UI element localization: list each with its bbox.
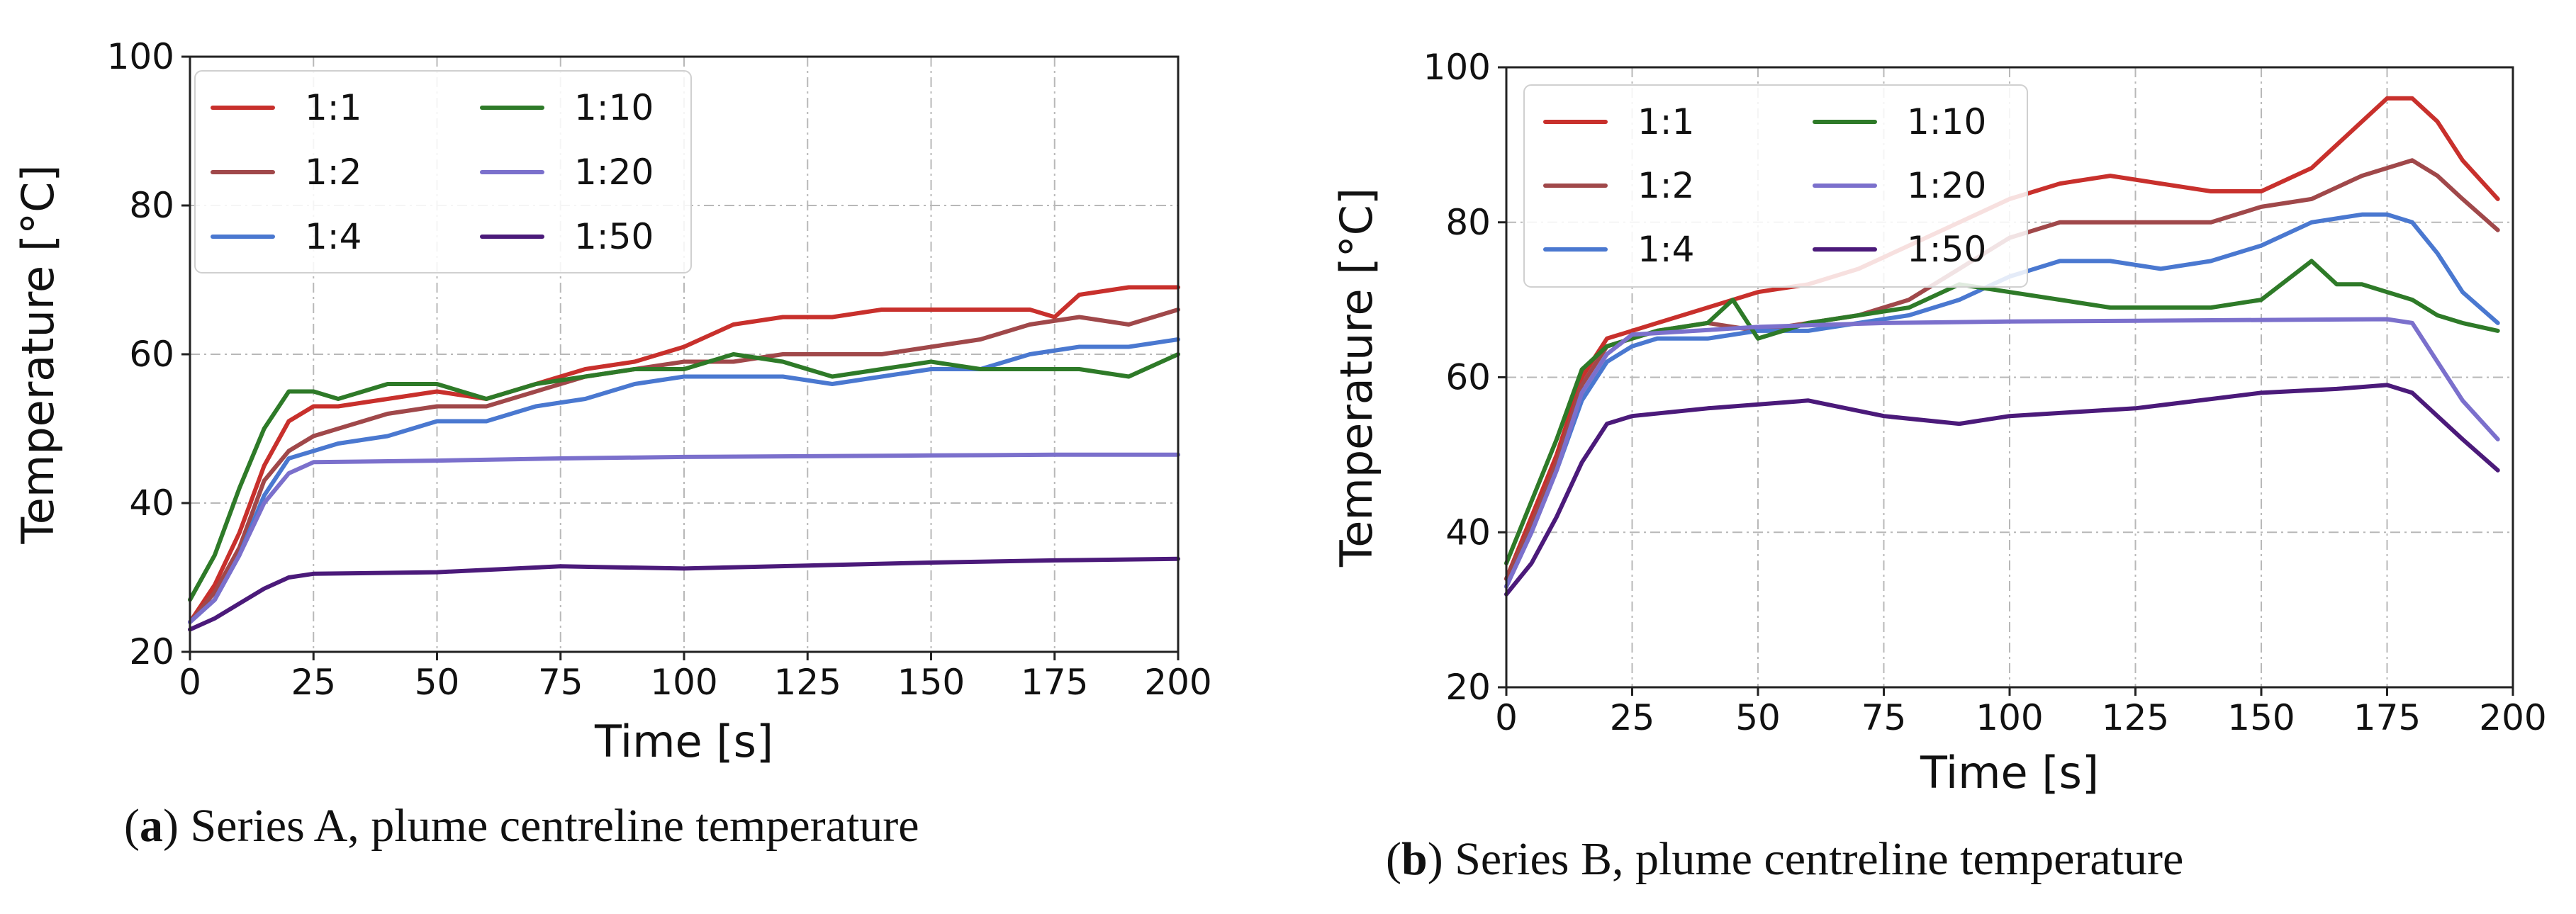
series-line-1-10: [188, 352, 1180, 602]
series-line-1-1: [188, 285, 1180, 624]
legend: 1:1 1:2 1:4 1:10 1:20 1:50: [1523, 84, 2028, 288]
chart-a: 0 25 50 75 100 125 150 175 200 20 40 60 80 100 Time [s…: [12, 36, 1212, 767]
x-tick-label: 150: [2227, 697, 2295, 738]
x-tick-label: 100: [1976, 697, 2043, 738]
y-tick-label: 60: [129, 334, 174, 375]
x-tick-label: 200: [2479, 697, 2546, 738]
x-tick-label: 175: [2353, 697, 2421, 738]
x-tick-label: 75: [538, 662, 583, 703]
legend-label-1-20: 1:20: [574, 152, 654, 193]
legend-label-1-4: 1:4: [1637, 229, 1694, 270]
x-tick-label: 0: [179, 662, 201, 703]
y-tick-label: 60: [1445, 357, 1491, 398]
y-tick-label: 100: [107, 36, 174, 77]
x-axis-label: Time [s]: [1920, 747, 2099, 799]
y-axis-label: Temperature [°C]: [12, 164, 64, 544]
y-tick-label: 20: [1445, 667, 1491, 708]
x-tick-label: 150: [897, 662, 965, 703]
legend-box: [1523, 84, 2028, 288]
caption-a-text: Series A, plume centreline temperature: [190, 800, 919, 852]
y-tick-label: 100: [1423, 47, 1491, 88]
x-tick-label: 100: [650, 662, 717, 703]
y-tick-label: 40: [129, 483, 174, 524]
legend-label-1-10: 1:10: [574, 87, 654, 128]
legend-label-1-1: 1:1: [305, 87, 362, 128]
caption-b-text: Series B, plume centreline temperature: [1455, 833, 2184, 885]
chart-b: 0 25 50 75 100 125 150 175 200 20 40 60 80 100 Time [s…: [1331, 47, 2547, 799]
x-tick-label: 50: [415, 662, 460, 703]
legend-label-1-2: 1:2: [1637, 165, 1694, 206]
legend-label-1-4: 1:4: [305, 216, 362, 257]
series-line-1-4: [188, 337, 1180, 624]
legend-label-1-50: 1:50: [1907, 229, 1986, 270]
y-tick-label: 80: [129, 185, 174, 226]
legend: 1:1 1:2 1:4 1:10 1:20 1:50: [194, 70, 692, 273]
caption-b: (b) Series B, plume centreline temperatu…: [1386, 833, 2184, 885]
x-tick-label: 200: [1144, 662, 1211, 703]
x-tick-label: 125: [2102, 697, 2169, 738]
caption-a: (a) Series A, plume centreline temperatu…: [124, 800, 919, 852]
x-tick-label: 50: [1735, 697, 1781, 738]
series-line-1-20: [188, 452, 1180, 624]
caption-b-letter: b: [1401, 833, 1428, 885]
x-tick-label: 0: [1495, 697, 1518, 738]
x-tick-label: 25: [291, 662, 336, 703]
y-tick-label: 80: [1445, 202, 1491, 243]
x-axis-label: Time [s]: [594, 716, 773, 767]
x-tick-label: 175: [1021, 662, 1088, 703]
legend-label-1-50: 1:50: [574, 216, 654, 257]
x-tick-label: 25: [1610, 697, 1655, 738]
legend-box: [194, 70, 692, 273]
legend-label-1-2: 1:2: [305, 152, 362, 193]
legend-label-1-1: 1:1: [1637, 101, 1694, 142]
series-line-1-20: [1504, 317, 2500, 589]
legend-label-1-20: 1:20: [1907, 165, 1986, 206]
y-tick-label: 40: [1445, 512, 1491, 553]
x-tick-label: 75: [1861, 697, 1907, 738]
x-tick-label: 125: [774, 662, 841, 703]
series-line-1-50: [1504, 383, 2500, 597]
legend-label-1-10: 1:10: [1907, 101, 1986, 142]
caption-a-letter: a: [139, 800, 163, 852]
y-tick-label: 20: [129, 631, 174, 672]
series-line-1-50: [188, 556, 1180, 632]
y-axis-label: Temperature [°C]: [1331, 188, 1382, 568]
